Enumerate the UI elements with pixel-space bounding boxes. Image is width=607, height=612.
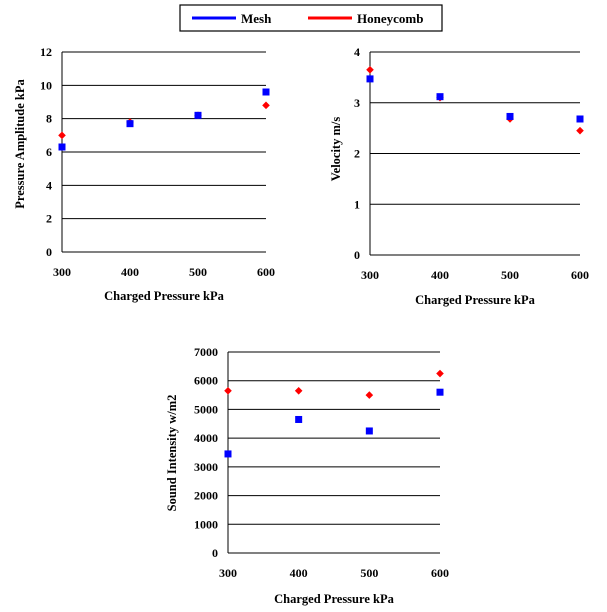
x-tick-label: 400 [431,268,449,282]
y-tick-label: 0 [46,245,52,259]
legend: Mesh Honeycomb [179,4,443,32]
point-mesh [366,75,374,83]
point-mesh [126,120,134,128]
y-tick-label: 12 [40,45,52,59]
point-honeycomb [366,65,374,74]
gridlines [227,351,440,554]
gridlines [61,51,266,253]
point-honeycomb [224,386,232,395]
y-tick-label: 2 [354,147,360,161]
x-tick-labels: 300 400 500 600 [53,265,275,279]
x-tick-label: 500 [501,268,519,282]
y-tick-label: 4 [354,45,360,59]
y-axis-label: Velocity m/s [329,117,343,182]
point-honeycomb [436,369,444,378]
point-mesh [224,450,232,458]
chart-pressure-amplitude: 0 2 4 6 8 10 12 300 400 500 600 Charged Pressure … [13,45,275,303]
plot-area [366,65,584,135]
point-honeycomb [262,101,270,110]
point-mesh [262,88,270,96]
x-axis-label: Charged Pressure kPa [415,293,535,307]
y-tick-label: 2000 [194,489,218,503]
legend-label-honeycomb: Honeycomb [357,11,423,26]
point-mesh [295,415,303,423]
y-tick-labels: 0 2 4 6 8 10 12 [40,45,52,259]
y-tick-label: 0 [354,248,360,262]
y-tick-label: 0 [212,546,218,560]
y-tick-label: 10 [40,78,52,92]
plot-area [224,369,444,458]
y-tick-label: 8 [46,112,52,126]
y-tick-label: 3000 [194,460,218,474]
legend-label-mesh: Mesh [241,11,272,26]
y-tick-label: 3 [354,96,360,110]
x-tick-labels: 300 400 500 600 [361,268,589,282]
x-tick-label: 300 [219,566,237,580]
y-axis-label: Sound Intensity w/m2 [165,395,179,512]
y-tick-label: 6 [46,145,52,159]
point-mesh [506,112,514,120]
y-tick-label: 4000 [194,431,218,445]
x-tick-label: 400 [290,566,308,580]
y-tick-label: 1 [354,197,360,211]
x-tick-label: 300 [53,265,71,279]
y-tick-label: 4 [46,178,52,192]
point-mesh [576,115,584,123]
x-tick-label: 600 [257,265,275,279]
gridlines [369,51,580,256]
x-axis-label: Charged Pressure kPa [274,592,394,606]
x-tick-label: 600 [431,566,449,580]
y-tick-label: 1000 [194,517,218,531]
point-mesh [436,388,444,396]
y-tick-labels: 0 1 2 3 4 [354,45,360,262]
x-axis-label: Charged Pressure kPa [104,289,224,303]
y-tick-label: 6000 [194,374,218,388]
y-tick-label: 2 [46,212,52,226]
x-tick-label: 500 [360,566,378,580]
chart-sound-intensity: 0 1000 2000 3000 4000 5000 6000 7000 300 400 500 6… [165,345,449,606]
y-tick-labels: 0 1000 2000 3000 4000 5000 6000 7000 [194,345,218,560]
point-mesh [365,427,373,435]
x-tick-label: 600 [571,268,589,282]
point-mesh [436,93,444,101]
point-honeycomb [576,126,584,135]
point-honeycomb [365,391,374,399]
x-tick-label: 500 [189,265,207,279]
point-mesh [194,111,202,119]
y-tick-label: 5000 [194,402,218,416]
x-tick-label: 300 [361,268,379,282]
point-honeycomb [294,386,303,395]
y-axis-label: Pressure Amplitude kPa [13,79,27,209]
point-mesh [58,143,66,151]
plot-area [58,88,270,151]
y-tick-label: 7000 [194,345,218,359]
x-tick-label: 400 [121,265,139,279]
point-honeycomb [58,131,66,140]
x-tick-labels: 300 400 500 600 [219,566,449,580]
